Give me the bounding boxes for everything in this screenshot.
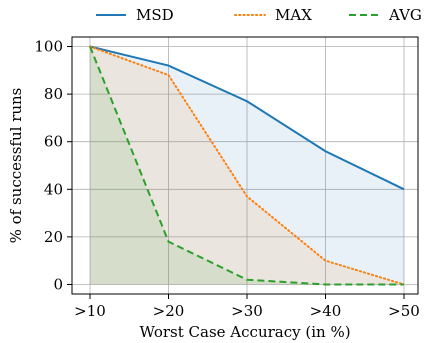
y-tick-label: 40 <box>44 180 63 198</box>
y-tick-label: 20 <box>44 228 63 246</box>
x-tick-label: >30 <box>231 302 263 320</box>
legend: MSD MAX AVG <box>96 6 422 24</box>
series-lines <box>89 45 405 286</box>
x-tick-label: >20 <box>153 302 185 320</box>
legend-label-max: MAX <box>275 6 312 24</box>
plot-frame <box>71 36 419 295</box>
legend-label-avg: AVG <box>388 6 422 24</box>
y-tick-label: 0 <box>53 275 63 293</box>
y-axis-ticks: 0 20 40 60 80 100 <box>34 38 72 293</box>
legend-label-msd: MSD <box>136 6 174 24</box>
grid-lines <box>72 37 418 294</box>
area-fill-max <box>90 46 404 285</box>
y-tick-label: 60 <box>44 133 63 151</box>
x-axis-ticks: >10 >20 >30 >40 >50 <box>74 294 420 320</box>
x-axis-label: Worst Case Accuracy (in %) <box>139 323 350 341</box>
area-fill-msd <box>90 46 404 285</box>
series-line-avg <box>89 46 404 286</box>
y-axis-label: % of successful runs <box>7 88 25 244</box>
x-tick-label: >10 <box>74 302 106 320</box>
y-tick-label: 100 <box>34 38 63 56</box>
y-tick-label: 80 <box>44 85 63 103</box>
x-tick-label: >40 <box>310 302 342 320</box>
x-tick-label: >50 <box>388 302 420 320</box>
area-fill-avg <box>90 46 404 285</box>
series-line-max <box>89 45 405 286</box>
area-fills <box>90 46 404 285</box>
series-line-msd <box>89 45 405 191</box>
